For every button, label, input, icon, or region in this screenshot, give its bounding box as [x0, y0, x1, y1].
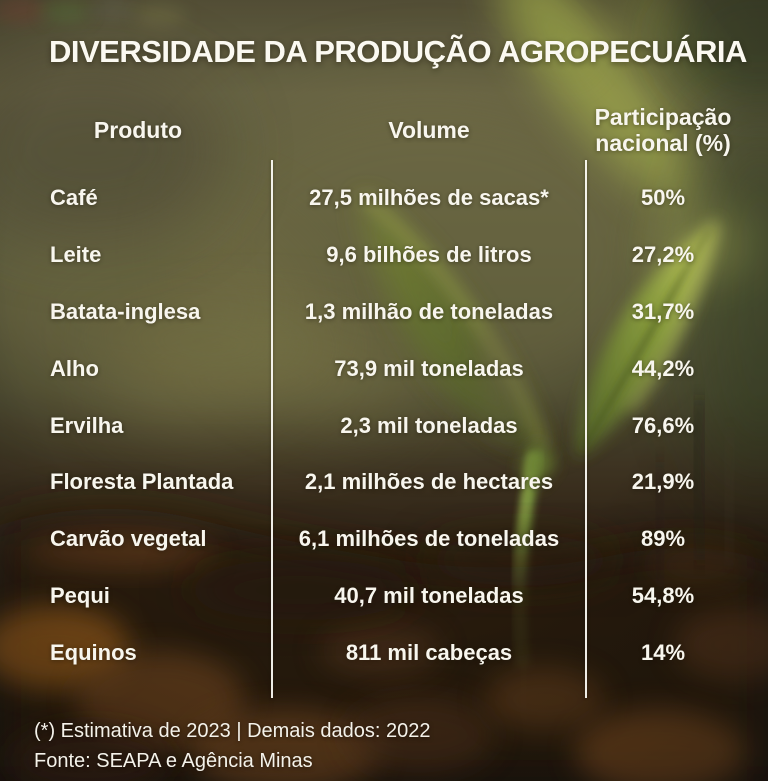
cell-share: 50% [640, 185, 686, 211]
cell-share: 14% [640, 639, 686, 665]
cell-volume: 6,1 milhões de toneladas [298, 526, 560, 552]
table-row-equinos: Equinos 811 mil cabeças 14% [50, 624, 740, 681]
cell-volume: 27,5 milhões de sacas* [309, 185, 549, 211]
footer: (*) Estimativa de 2023 | Demais dados: 2… [34, 716, 431, 776]
production-table: Produto Volume Participação nacional (%)… [50, 98, 740, 698]
cell-share: 54,8% [631, 582, 695, 608]
cell-share: 27,2% [631, 242, 695, 268]
cell-product: Leite [50, 242, 102, 268]
column-header-participacao: Participação nacional (%) [594, 103, 732, 156]
source-credit: Fonte: SEAPA e Agência Minas [34, 750, 313, 772]
cell-share: 21,9% [631, 469, 695, 495]
table-row-alho: Alho 73,9 mil toneladas 44,2% [50, 340, 740, 397]
table-row-floresta-plantada: Floresta Plantada 2,1 milhões de hectare… [50, 454, 740, 511]
table-row-batata-inglesa: Batata-inglesa 1,3 milhão de toneladas 3… [50, 284, 740, 341]
cell-share: 89% [640, 526, 686, 552]
table-row-pequi: Pequi 40,7 mil toneladas 54,8% [50, 568, 740, 625]
cell-volume: 811 mil cabeças [345, 639, 513, 665]
cell-product: Pequi [50, 582, 110, 608]
cell-product: Batata-inglesa [50, 298, 201, 324]
cell-product: Ervilha [50, 412, 124, 438]
column-header-volume: Volume [388, 116, 470, 143]
cell-volume: 1,3 milhão de toneladas [304, 298, 554, 324]
table-row-leite: Leite 9,6 bilhões de litros 27,2% [50, 227, 740, 284]
table-header-row: Produto Volume Participação nacional (%) [50, 98, 740, 162]
cell-volume: 73,9 mil toneladas [334, 355, 524, 381]
cell-share: 44,2% [631, 355, 695, 381]
page-title: DIVERSIDADE DA PRODUÇÃO AGROPECUÁRIA [49, 34, 747, 69]
cell-share: 31,7% [631, 298, 695, 324]
cell-share: 76,6% [631, 412, 695, 438]
cell-product: Equinos [50, 639, 137, 665]
cell-volume: 40,7 mil toneladas [334, 582, 524, 608]
column-header-produto: Produto [93, 116, 183, 143]
footnote: (*) Estimativa de 2023 | Demais dados: 2… [34, 720, 431, 742]
table-body: Café 27,5 milhões de sacas* 50% Leite 9,… [50, 170, 740, 681]
table-row-cafe: Café 27,5 milhões de sacas* 50% [50, 170, 740, 227]
cell-volume: 2,1 milhões de hectares [304, 469, 554, 495]
cell-product: Alho [50, 355, 99, 381]
cell-product: Café [50, 185, 98, 211]
cell-volume: 2,3 mil toneladas [340, 412, 518, 438]
column-divider-right [585, 160, 587, 698]
table-row-ervilha: Ervilha 2,3 mil toneladas 76,6% [50, 397, 740, 454]
cell-volume: 9,6 bilhões de litros [326, 242, 532, 268]
cell-product: Floresta Plantada [50, 469, 234, 495]
column-divider-left [271, 160, 273, 698]
cell-product: Carvão vegetal [50, 526, 207, 552]
table-row-carvao-vegetal: Carvão vegetal 6,1 milhões de toneladas … [50, 511, 740, 568]
